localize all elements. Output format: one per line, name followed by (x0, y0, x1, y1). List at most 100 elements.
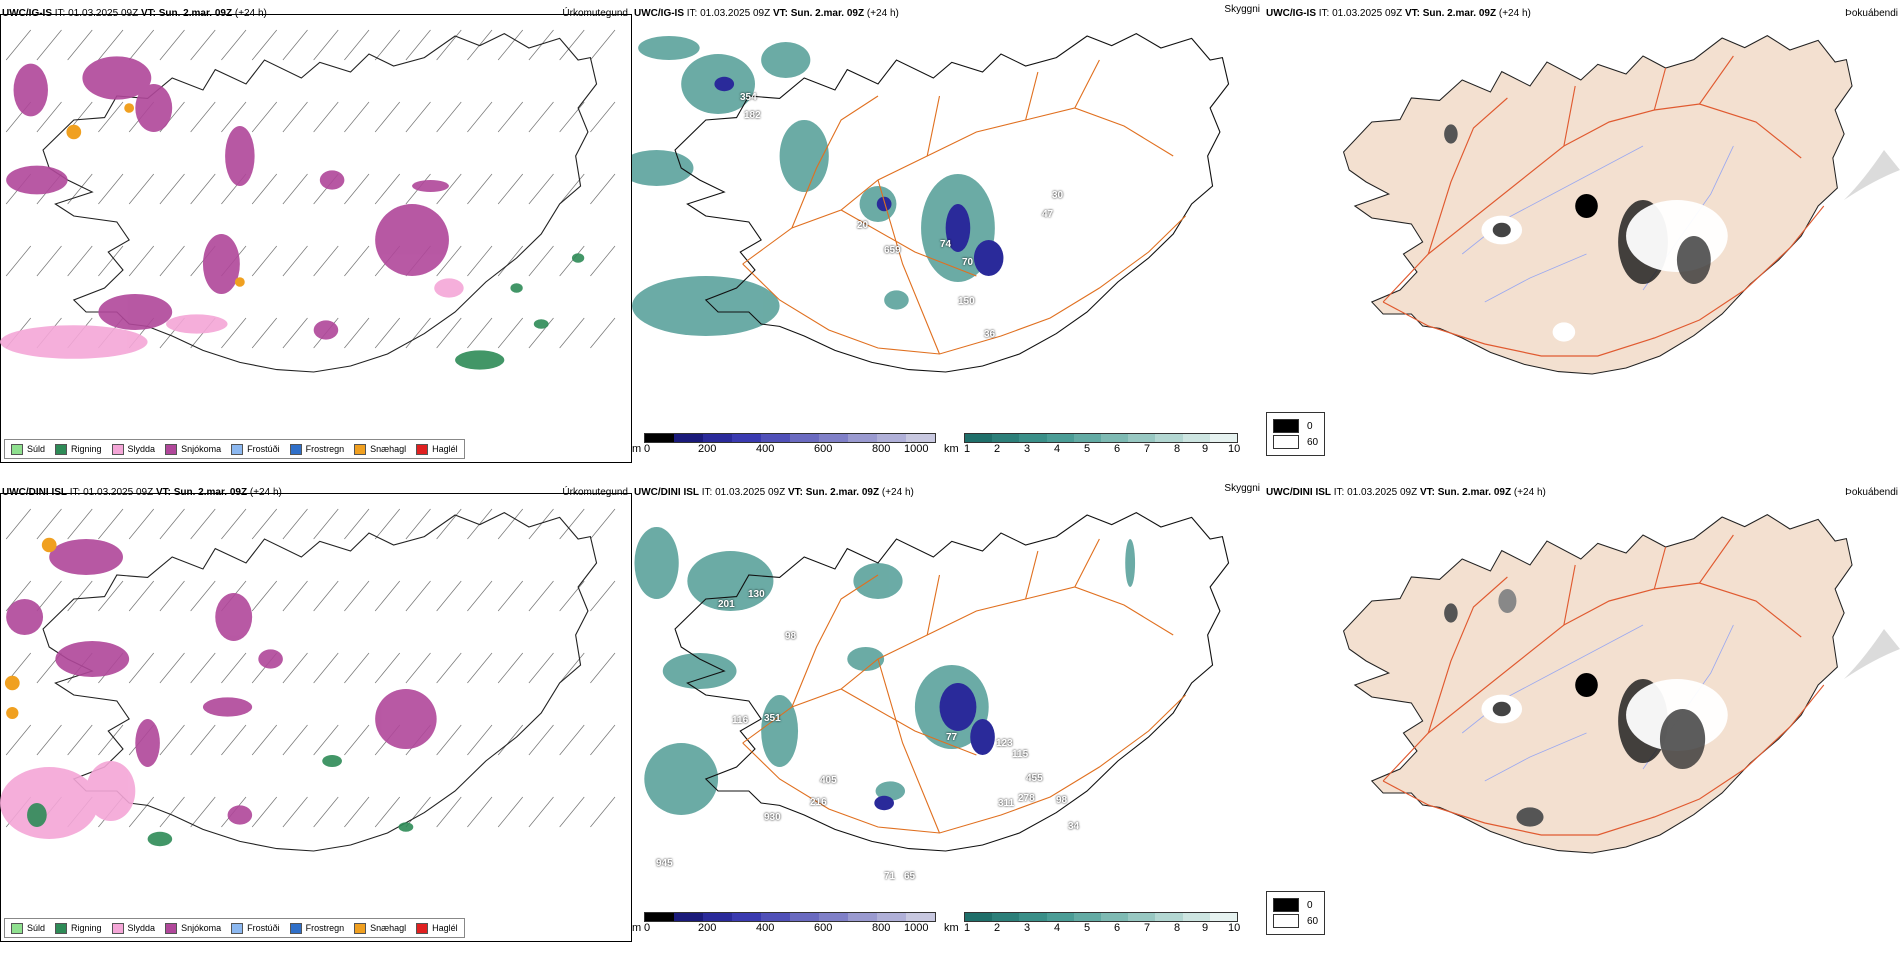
cloudbase-value-label: 20 (857, 220, 869, 231)
cloudbase-value-label: 98 (1056, 795, 1068, 806)
snow-areas (6, 56, 449, 340)
precip-legend: Súld Rigning Slydda Snjókoma Frostúði Fr… (4, 439, 465, 459)
legend-item: Frostregn (289, 443, 344, 455)
colorbar-tick: 9 (1202, 922, 1209, 934)
colorbar-tick: 1 (964, 443, 971, 455)
colorbar-strip (644, 433, 936, 443)
colorbar-tick: 10 (1228, 922, 1241, 934)
cloudbase-value-label: 930 (764, 812, 781, 823)
panel-frame (0, 493, 632, 942)
legend-item: Snæhagl (354, 443, 406, 455)
cloudbase-value-label: 77 (946, 732, 958, 743)
colorbar-tick: 7 (1144, 443, 1151, 455)
cloudbase-value-label: 216 (810, 797, 827, 808)
cloudbase-value-label: 74 (940, 239, 952, 250)
precip-type-map (0, 29, 616, 373)
panel-field-label: Úrkomutegund (562, 8, 628, 19)
panel-title: UWC/IG-IS IT: 01.03.2025 09Z VT: Sun. 2.… (634, 8, 899, 19)
colorbar-tick: 8 (1174, 922, 1181, 934)
cloudbase-areas (874, 683, 995, 811)
cloudbase-value-label: 354 (740, 92, 757, 103)
legend-item: Frostúði (231, 443, 280, 455)
fog-legend: 0 60 (1266, 412, 1326, 456)
cloudbase-value-label: 182 (744, 110, 761, 121)
colorbar-tick: 2 (994, 443, 1001, 455)
colorbar-tick: 10 (1228, 443, 1241, 455)
colorbar-tick: 600 (814, 922, 833, 934)
cloudbase-visibility-panel: UWC/IG-IS IT: 01.03.2025 09Z VT: Sun. 2.… (632, 0, 1264, 465)
legend-item: Súld (11, 443, 45, 455)
colorbar-tick: 0 (644, 922, 651, 934)
colorbar-tick: 7 (1144, 922, 1151, 934)
colorbar-tick: 8 (1174, 443, 1181, 455)
legend-item: Slydda (111, 443, 155, 455)
panel-title: UWC/IG-IS IT: 01.03.2025 09Z VT: Sun. 2.… (2, 8, 267, 19)
snow-areas (6, 539, 437, 825)
cloudbase-value-label: 311 (998, 798, 1015, 809)
colorbar-tick: 0 (644, 443, 651, 455)
legend-item: Frostregn (289, 922, 344, 934)
cloudbase-value-label: 116 (732, 715, 749, 726)
rain-areas (27, 755, 414, 847)
precip-type-panel: UWC/IG-IS IT: 01.03.2025 09Z VT: Sun. 2.… (0, 0, 632, 465)
fog-areas (1444, 124, 1728, 342)
panel-title: UWC/DINI ISL IT: 01.03.2025 09Z VT: Sun.… (2, 487, 282, 498)
visibility-map (632, 32, 1230, 373)
colorbar-tick: 6 (1114, 922, 1121, 934)
legend-item: Snjókoma (165, 922, 221, 934)
roads (1382, 534, 1825, 836)
legend-item: 60 (1273, 914, 1318, 928)
sleet-areas (0, 761, 136, 839)
panel-title: UWC/IG-IS IT: 01.03.2025 09Z VT: Sun. 2.… (1266, 8, 1531, 19)
legend-item: Súld (11, 922, 45, 934)
colorbar-unit: km (944, 922, 959, 934)
cloudbase-areas (714, 76, 1004, 276)
cloudbase-value-label: 130 (748, 589, 765, 600)
panel-field-label: Þokuábendi (1845, 8, 1898, 19)
panel-field-label: Skyggni (1224, 4, 1260, 15)
legend-item: Frostúði (231, 922, 280, 934)
colorbar-tick: 1000 (904, 443, 929, 455)
precip-type-map (0, 508, 616, 852)
colorbar-tick: 6 (1114, 443, 1121, 455)
colorbar-tick: 200 (698, 443, 717, 455)
cloudbase-value-label: 201 (718, 599, 735, 610)
snow-pellet-areas (66, 103, 245, 287)
cloudbase-value-label: 71 (884, 871, 896, 882)
road-network (742, 538, 1186, 834)
colorbar-tick: 9 (1202, 443, 1209, 455)
roads (1382, 55, 1825, 357)
cloudbase-value-label: 65 (904, 871, 916, 882)
legend-item: Haglél (416, 443, 458, 455)
cloudbase-value-label: 98 (785, 631, 797, 642)
cloudbase-value-label: 30 (1052, 190, 1064, 201)
cloudbase-value-label: 351 (764, 713, 781, 724)
panel-title: UWC/DINI ISL IT: 01.03.2025 09Z VT: Sun.… (1266, 487, 1546, 498)
colorbar-tick: 400 (756, 922, 775, 934)
legend-item: 0 (1273, 419, 1318, 433)
forecast-row-dini: UWC/DINI ISL IT: 01.03.2025 09Z VT: Sun.… (0, 479, 1900, 954)
legend-item: 60 (1273, 435, 1318, 449)
panel-title: UWC/DINI ISL IT: 01.03.2025 09Z VT: Sun.… (634, 487, 914, 498)
legend-item: Rigning (55, 443, 102, 455)
colorbar-tick: 800 (872, 922, 891, 934)
visibility-colorbar: km 1 2 3 4 5 6 7 8 9 10 (944, 912, 1244, 938)
colorbar-tick: 800 (872, 443, 891, 455)
road-network (742, 59, 1186, 355)
colorbar-unit: km (944, 443, 959, 455)
panel-field-label: Þokuábendi (1845, 487, 1898, 498)
colorbar-tick: 4 (1054, 443, 1061, 455)
colorbar-tick: 200 (698, 922, 717, 934)
forecast-row-igis: UWC/IG-IS IT: 01.03.2025 09Z VT: Sun. 2.… (0, 0, 1900, 475)
colorbar-unit: m (632, 443, 642, 455)
fog-map (1342, 35, 1900, 375)
legend-item: Slydda (111, 922, 155, 934)
cloudbase-value-label: 47 (1042, 209, 1054, 220)
colorbar-tick: 3 (1024, 922, 1031, 934)
legend-item: Snjókoma (165, 443, 221, 455)
colorbar-tick: 5 (1084, 922, 1091, 934)
precip-type-panel: UWC/DINI ISL IT: 01.03.2025 09Z VT: Sun.… (0, 479, 632, 944)
cloudbase-value-label: 278 (1018, 793, 1035, 804)
cloudbase-colorbar: m 0 200 400 600 800 1000 (632, 433, 937, 459)
cloudbase-value-label: 115 (1012, 749, 1029, 760)
